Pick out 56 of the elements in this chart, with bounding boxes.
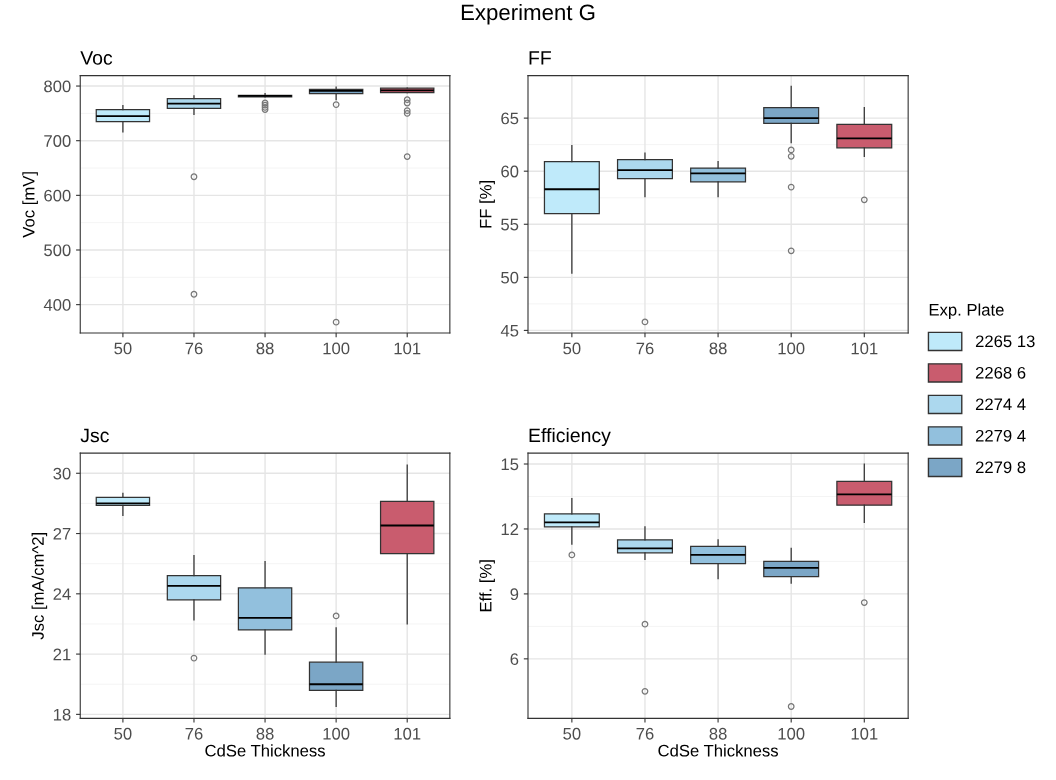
legend-label: 2265 13 <box>975 335 1035 348</box>
y-tick-label: 700 <box>44 135 71 147</box>
y-tick-label: 6 <box>510 653 519 666</box>
y-tick-label: 9 <box>510 588 519 601</box>
y-tick-label: 55 <box>501 218 519 231</box>
x-tick-label: 50 <box>114 727 132 740</box>
x-tick-label: 76 <box>185 727 203 740</box>
y-tick-label: 18 <box>53 708 71 721</box>
y-tick-label: 65 <box>501 112 519 125</box>
y-tick-label: 27 <box>53 527 71 540</box>
x-tick-label: 101 <box>394 727 421 740</box>
x-tick-label: 100 <box>778 727 805 740</box>
x-tick-label: 101 <box>394 342 421 355</box>
chart-title: FF <box>529 51 551 65</box>
y-axis-title: FF [%] <box>479 181 495 228</box>
y-tick-label: 600 <box>44 189 71 202</box>
x-tick-label: 88 <box>709 727 727 740</box>
chart-title: Jsc <box>80 428 109 443</box>
y-axis-title: Jsc [mA/cm^2] <box>31 533 48 640</box>
legend-label: 2279 8 <box>975 461 1026 474</box>
x-tick-label: 88 <box>256 342 274 355</box>
x-tick-label: 100 <box>323 342 350 355</box>
chart-title: Efficiency <box>529 427 611 447</box>
x-tick-label: 88 <box>709 342 727 355</box>
y-tick-label: 800 <box>44 80 71 93</box>
y-tick-label: 45 <box>500 324 519 337</box>
x-tick-label: 101 <box>851 342 878 355</box>
x-tick-label: 100 <box>323 727 350 740</box>
y-axis-title: Voc [mV] <box>22 172 38 238</box>
text: Experiment G <box>461 3 595 25</box>
x-tick-label: 76 <box>636 727 654 740</box>
chart-title: Voc <box>80 51 113 65</box>
legend-title: Exp. Plate <box>929 303 1004 320</box>
x-tick-label: 76 <box>185 342 203 355</box>
y-axis-title: Eff. [%] <box>479 560 495 612</box>
y-tick-label: 12 <box>501 523 519 535</box>
x-tick-label: 50 <box>114 342 132 355</box>
x-tick-label: 76 <box>636 342 654 355</box>
y-tick-label: 400 <box>43 299 71 311</box>
x-tick-label: 50 <box>563 342 581 355</box>
y-tick-label: 21 <box>53 648 71 661</box>
x-tick-label: 101 <box>851 727 878 740</box>
y-tick-label: 30 <box>53 467 71 480</box>
x-tick-label: 88 <box>256 727 274 740</box>
y-tick-label: 500 <box>44 244 71 257</box>
y-tick-label: 24 <box>53 588 71 600</box>
x-axis-title: CdSe Thickness <box>205 744 325 757</box>
legend-label: 2279 4 <box>975 429 1026 442</box>
y-tick-label: 15 <box>501 458 519 471</box>
legend-label: 2274 4 <box>975 398 1026 411</box>
y-tick-label: 60 <box>501 165 519 178</box>
legend-label: 2268 6 <box>975 366 1026 379</box>
y-tick-label: 50 <box>501 271 519 284</box>
x-tick-label: 100 <box>778 342 805 355</box>
x-tick-label: 50 <box>563 727 581 740</box>
x-axis-title: CdSe Thickness <box>658 744 779 757</box>
